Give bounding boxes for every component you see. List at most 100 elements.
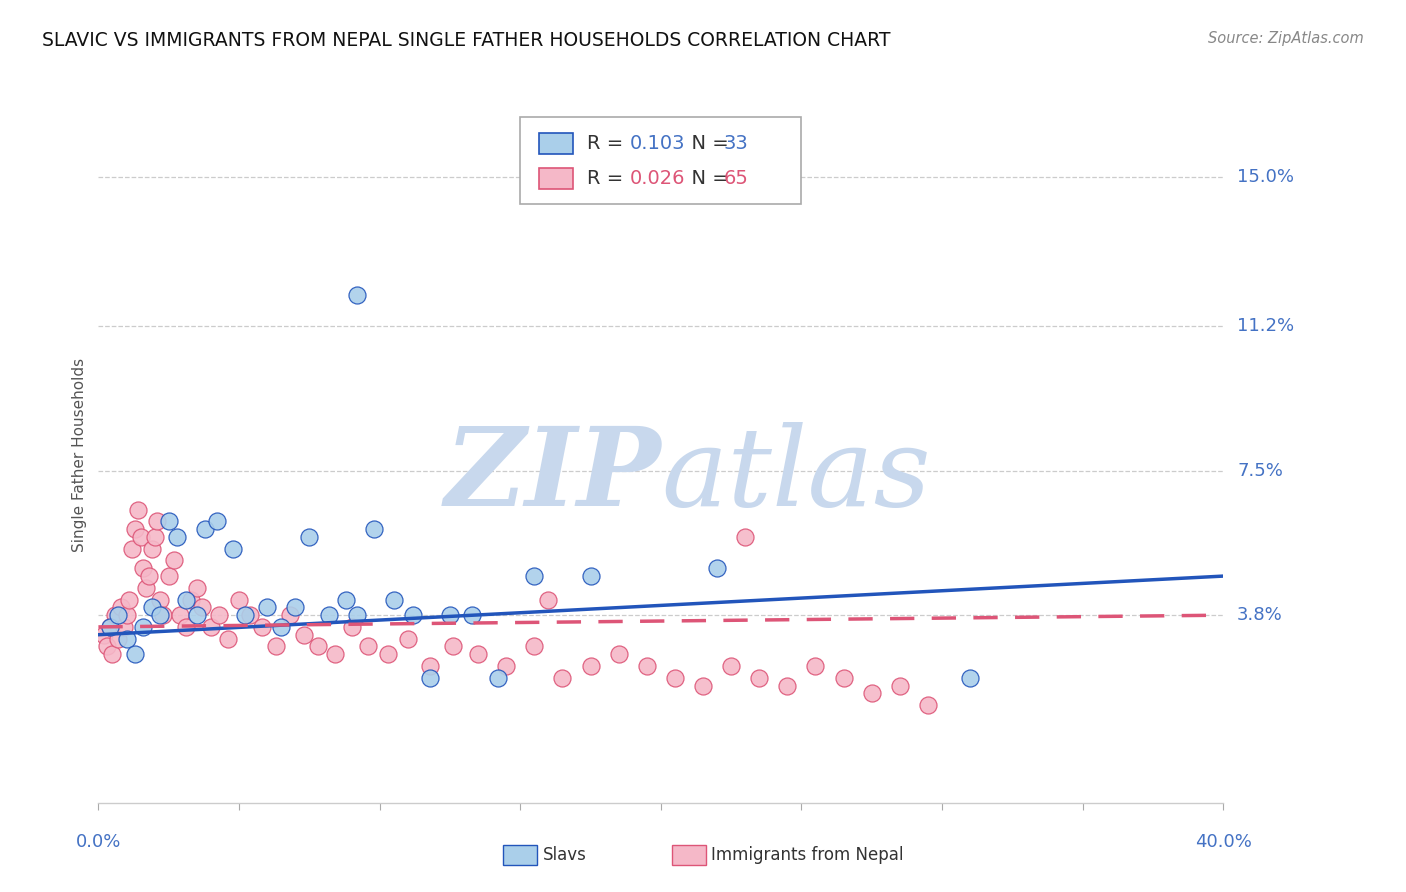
Point [467, 647, 489, 661]
Text: N =: N = [679, 169, 735, 188]
Point [441, 640, 464, 654]
Text: Slavs: Slavs [543, 846, 586, 864]
Point [706, 561, 728, 575]
Point [250, 620, 273, 634]
Point [461, 608, 484, 623]
Point [402, 608, 425, 623]
Point [107, 632, 129, 646]
Point [323, 647, 346, 661]
Point [346, 287, 368, 301]
Point [377, 647, 399, 661]
Point [579, 659, 602, 673]
Text: atlas: atlas [661, 422, 931, 530]
Point [495, 659, 517, 673]
FancyBboxPatch shape [540, 133, 574, 153]
Point [486, 671, 509, 685]
Point [121, 541, 143, 556]
Point [110, 600, 132, 615]
Point [357, 640, 380, 654]
Point [419, 671, 441, 685]
Point [382, 592, 405, 607]
Point [205, 514, 228, 528]
Point [146, 514, 169, 528]
Point [180, 592, 202, 607]
Point [93, 628, 115, 642]
Point [340, 620, 363, 634]
Text: N =: N = [679, 134, 735, 153]
Point [157, 514, 180, 528]
Text: 11.2%: 11.2% [1237, 317, 1295, 334]
Point [98, 620, 121, 634]
Point [298, 530, 321, 544]
Point [186, 581, 208, 595]
Text: 33: 33 [724, 134, 748, 153]
Text: 65: 65 [724, 169, 748, 188]
Point [152, 608, 174, 623]
Point [720, 659, 742, 673]
Text: 0.0%: 0.0% [76, 833, 121, 851]
Point [149, 592, 172, 607]
Point [107, 608, 129, 623]
Point [318, 608, 340, 623]
Point [959, 671, 981, 685]
Text: SLAVIC VS IMMIGRANTS FROM NEPAL SINGLE FATHER HOUSEHOLDS CORRELATION CHART: SLAVIC VS IMMIGRANTS FROM NEPAL SINGLE F… [42, 31, 890, 50]
Point [115, 608, 138, 623]
Point [115, 632, 138, 646]
Point [200, 620, 222, 634]
Point [335, 592, 357, 607]
Text: 7.5%: 7.5% [1237, 461, 1284, 480]
Point [270, 620, 292, 634]
FancyBboxPatch shape [520, 118, 801, 204]
Point [239, 608, 262, 623]
Point [217, 632, 239, 646]
Point [889, 679, 911, 693]
Point [692, 679, 714, 693]
Point [222, 541, 245, 556]
Text: 0.026: 0.026 [630, 169, 685, 188]
Point [734, 530, 756, 544]
Point [169, 608, 191, 623]
Point [776, 679, 799, 693]
FancyBboxPatch shape [540, 168, 574, 189]
Point [664, 671, 686, 685]
Point [439, 608, 461, 623]
Point [174, 592, 197, 607]
Point [157, 569, 180, 583]
Point [228, 592, 250, 607]
Point [917, 698, 939, 712]
Point [96, 640, 118, 654]
Point [174, 620, 197, 634]
Text: R =: R = [586, 134, 628, 153]
Point [636, 659, 658, 673]
Point [124, 647, 146, 661]
Point [141, 541, 163, 556]
Point [363, 522, 385, 536]
Point [104, 608, 127, 623]
Point [748, 671, 770, 685]
FancyBboxPatch shape [503, 845, 537, 865]
Text: 15.0%: 15.0% [1237, 169, 1294, 186]
Text: Immigrants from Nepal: Immigrants from Nepal [711, 846, 904, 864]
Text: ZIP: ZIP [444, 422, 661, 530]
Point [284, 600, 307, 615]
Point [579, 569, 602, 583]
Text: 0.103: 0.103 [630, 134, 685, 153]
Point [419, 659, 441, 673]
Point [537, 592, 560, 607]
Point [233, 608, 256, 623]
Point [118, 592, 141, 607]
Point [101, 647, 124, 661]
Point [135, 581, 157, 595]
Point [278, 608, 301, 623]
Point [307, 640, 329, 654]
Point [98, 620, 121, 634]
Point [127, 502, 149, 516]
Point [138, 569, 160, 583]
Point [129, 530, 152, 544]
Point [396, 632, 419, 646]
Point [132, 561, 155, 575]
Point [112, 620, 135, 634]
Point [166, 530, 188, 544]
Text: 3.8%: 3.8% [1237, 607, 1282, 624]
Y-axis label: Single Father Households: Single Father Households [72, 358, 87, 552]
